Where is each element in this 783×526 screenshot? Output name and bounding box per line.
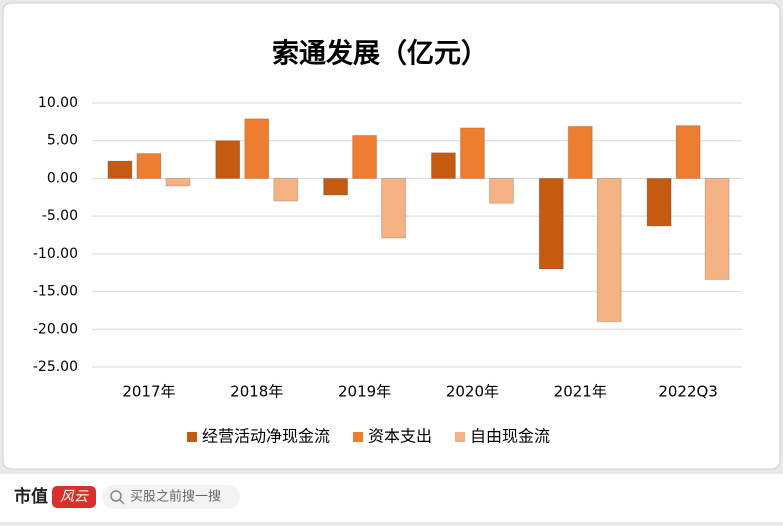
bar [704,177,730,281]
legend-label: 经营活动净现金流 [202,427,330,446]
logo-badge: 风云 [60,489,89,505]
y-tick-label: -15.00 [33,284,78,300]
bar [488,177,514,204]
bar [165,177,191,187]
search-icon [110,490,122,502]
bar [107,160,133,179]
logo-badge-bg [52,486,96,508]
y-tick-label: 0.00 [47,170,78,186]
bar [244,118,270,179]
x-tick-label: 2021年 [554,383,607,401]
bar [381,177,407,239]
logo-text: 市值 [14,486,48,507]
bar [352,134,378,179]
legend-swatch [353,432,364,442]
bar [675,125,701,179]
search-placeholder: 买股之前搜一搜 [130,489,221,505]
bar [430,152,456,179]
x-tick-label: 2022Q3 [658,383,718,401]
bar [646,177,672,227]
legend-swatch [455,432,466,442]
legend-label: 自由现金流 [470,427,550,446]
bar [323,177,349,196]
search-box[interactable] [102,485,240,509]
x-tick-label: 2018年 [230,383,283,401]
bar [273,177,299,202]
x-tick-label: 2020年 [446,383,499,401]
y-tick-label: -10.00 [33,246,78,262]
bar [215,140,241,179]
bar [567,125,593,179]
y-tick-label: -25.00 [33,359,78,375]
bar [136,153,162,179]
x-tick-label: 2017年 [122,383,175,401]
search-icon-handle [119,499,125,505]
bar [538,177,564,270]
chart-title: 索通发展（亿元） [272,38,488,70]
bar [596,177,622,323]
y-tick-label: -5.00 [42,208,78,224]
bar [459,127,485,179]
y-tick-label: -20.00 [33,321,78,337]
y-tick-label: 5.00 [47,133,78,149]
x-tick-label: 2019年 [338,383,391,401]
legend-label: 资本支出 [368,427,432,446]
y-tick-label: 10.00 [38,95,78,111]
legend-swatch [187,432,197,442]
